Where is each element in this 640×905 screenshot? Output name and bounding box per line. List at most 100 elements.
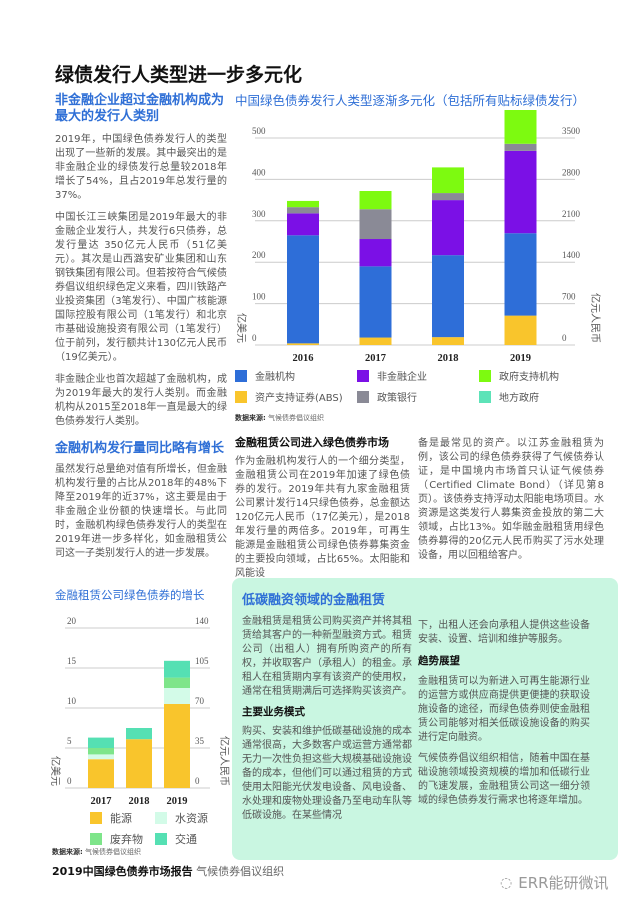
bar-segment [287, 207, 319, 214]
page-title: 绿债发行人类型进一步多元化 [55, 64, 303, 86]
legend-label: 废弃物 [110, 833, 143, 846]
y-axis-label-right: 亿元人民币 [218, 736, 230, 786]
bar-segment [504, 233, 537, 316]
bar-segment [359, 209, 392, 240]
legend-item: 政府支持机构 [479, 368, 591, 383]
data-source: 数据来源: 气候债券倡议组织 [235, 414, 325, 422]
y-tick-label-right: 3500 [562, 126, 581, 136]
y-tick-label: 300 [252, 209, 266, 219]
legend-swatch [90, 812, 102, 824]
watermark: ◌ ERR能研微讯 [500, 874, 609, 892]
y-tick-label: 5 [67, 736, 72, 746]
y-tick-label: 500 [252, 126, 266, 136]
bar-segment [359, 190, 392, 210]
legend-item: 能源 [90, 810, 155, 826]
y-tick-label-right: 35 [195, 736, 205, 746]
middle-column: 金融租赁公司进入绿色债券市场 作为金融机构发行人的一个细分类型，金融租赁公司在2… [235, 436, 410, 581]
chart-legend: 金融机构 非金融企业 政府支持机构资产支持证券(ABS) 政策银行 地方政府 [235, 368, 591, 404]
bar-segment [164, 660, 190, 678]
legend-swatch [155, 833, 167, 845]
legend-item: 政策银行 [357, 389, 479, 404]
left-section-1: 非金融企业超过金融机构成为最大的发行人类别 2019年，中国绿色债券发行人的类型… [55, 93, 227, 429]
y-tick-label: 400 [252, 167, 266, 177]
data-source: 数据来源: 气候债券倡议组织 [52, 848, 142, 856]
bar-segment [88, 759, 114, 788]
y-tick-label: 0 [67, 776, 72, 786]
legend-item: 资产支持证券(ABS) [235, 389, 357, 404]
paragraph: 2019年，中国绿色债券发行人的类型出现了一些新的发展。其中最突出的是非金融企业… [55, 134, 227, 201]
y-tick-label: 100 [252, 292, 266, 302]
legend-label: 政策银行 [377, 393, 417, 404]
leasing-growth-chart: 0 0 5 35 10 70 15 105 20 140 2017 2018 2019 亿美元 亿元人民币 [49, 616, 230, 805]
bar-segment [88, 737, 114, 748]
legend-item: 交通 [155, 831, 225, 847]
legend-swatch [479, 369, 491, 382]
y-tick-label-right: 2100 [562, 209, 581, 219]
section-heading: 非金融企业超过金融机构成为最大的发行人类别 [55, 93, 225, 124]
paragraph: 备是最常见的资产。以江苏金融租赁为例，该公司的绿色债券获得了气候债券认证，是中国… [418, 438, 604, 561]
paragraph: 非金融企业也首次超越了金融机构，成为2019年最大的发行人类别。而金融机构从20… [55, 374, 227, 427]
right-column: 备是最常见的资产。以江苏金融租赁为例，该公司的绿色债券获得了气候债券认证，是中国… [418, 437, 604, 563]
paragraph: 金融租赁是租赁公司购买资产并将其租赁给其客户的一种新型融资方式。租赁公司（出租人… [242, 616, 412, 697]
legend-label: 政府支持机构 [499, 372, 559, 383]
box-heading: 低碳融资领域的金融租赁 [242, 593, 386, 608]
bar-segment [126, 728, 152, 740]
legend-swatch [235, 390, 247, 403]
bar-segment [287, 235, 319, 344]
legend-label: 金融机构 [255, 372, 295, 383]
legend-swatch [479, 390, 491, 403]
bar-segment [504, 150, 537, 234]
section-heading: 金融机构发行量同比略有增长 [55, 441, 225, 456]
bar-segment [359, 239, 392, 267]
paragraph: 下，出租人还会向承租人提供这些设备安装、设置、培训和维护等服务。 [418, 620, 590, 645]
y-axis-label: 亿美元 [49, 756, 62, 786]
x-tick-label: 2018 [129, 796, 150, 805]
bar-segment [164, 704, 190, 788]
legend-swatch [90, 833, 102, 845]
y-tick-label-right: 700 [562, 292, 576, 302]
subheading: 趋势展望 [418, 655, 460, 667]
bar-segment [126, 739, 152, 788]
bar-segment [504, 110, 537, 144]
legend-label: 非金融企业 [377, 372, 427, 383]
legend-label: 地方政府 [499, 393, 539, 404]
legend-item: 非金融企业 [357, 368, 479, 383]
y-tick-label-right: 0 [562, 333, 567, 343]
bar-segment [164, 677, 190, 688]
bar-segment [88, 748, 114, 755]
x-tick-label: 2019 [510, 353, 531, 364]
x-tick-label: 2017 [91, 796, 112, 805]
bar-segment [359, 266, 392, 338]
chart-title: 中国绿色债券发行人类型逐渐多元化（包括所有贴标绿债发行） [235, 93, 586, 108]
y-axis-label: 亿美元 [235, 313, 248, 343]
left-section-2: 金融机构发行量同比略有增长 虽然发行总量绝对值有所增长，但金融机构发行量的占比从… [55, 441, 227, 561]
bar-segment [504, 143, 537, 151]
x-tick-label: 2019 [167, 796, 188, 805]
y-tick-label: 200 [252, 250, 266, 260]
box-right-column: 下，出租人还会向承租人提供这些设备安装、设置、培训和维护等服务。 趋势展望 金融… [418, 619, 590, 808]
legend-item: 地方政府 [479, 389, 591, 404]
legend-label: 资产支持证券(ABS) [255, 393, 343, 404]
org-name: 气候债券倡议组织 [196, 865, 285, 878]
y-tick-label: 0 [252, 333, 257, 343]
legend-item: 水资源 [155, 810, 225, 826]
y-tick-label: 15 [67, 656, 77, 666]
y-tick-label: 20 [67, 616, 77, 626]
left-column: 非金融企业超过金融机构成为最大的发行人类别 2019年，中国绿色债券发行人的类型… [55, 93, 227, 561]
legend-swatch [235, 369, 247, 382]
y-tick-label-right: 140 [195, 616, 209, 626]
bar-segment [432, 193, 464, 201]
bar-segment [287, 200, 319, 208]
x-tick-label: 2017 [365, 353, 386, 364]
legend-swatch [357, 369, 369, 382]
y-tick-label-right: 0 [195, 776, 200, 786]
y-tick-label-right: 105 [195, 656, 209, 666]
bar-segment [287, 343, 319, 345]
legend-label: 水资源 [175, 812, 208, 825]
legend-item: 金融机构 [235, 368, 357, 383]
bar-segment [88, 754, 114, 760]
paragraph: 作为金融机构发行人的一个细分类型，金融租赁公司在2019年加速了绿色债券的发行。… [235, 456, 410, 579]
bar-segment [432, 255, 464, 338]
paragraph: 气候债券倡议组织相信，随着中国在基础设施领域投资规模的增加和低碳行业的飞速发展，… [418, 753, 590, 806]
bar-segment [432, 337, 464, 345]
